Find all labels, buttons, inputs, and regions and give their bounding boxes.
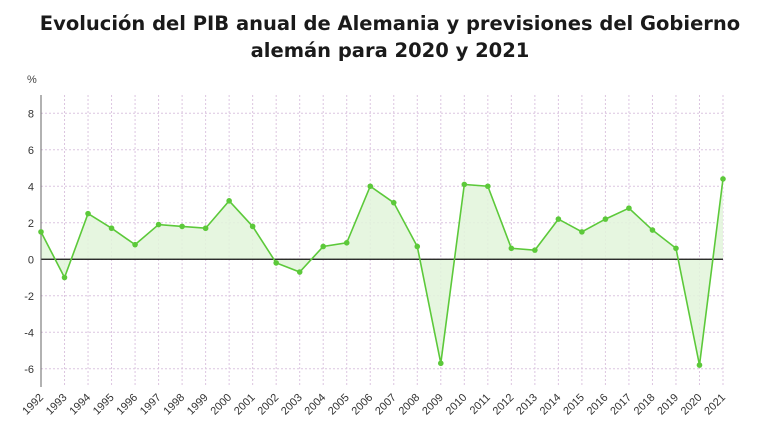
x-tick-label: 2006: [350, 392, 376, 418]
x-tick-label: 2007: [373, 392, 399, 418]
data-point-2013: [532, 247, 538, 253]
data-point-1993: [61, 274, 68, 281]
data-point-2007: [390, 199, 397, 206]
x-tick-label: 1993: [44, 392, 70, 418]
x-tick-label: 2005: [326, 392, 352, 418]
x-tick-label: 2000: [208, 392, 234, 418]
data-point-2012: [508, 245, 515, 252]
x-tick-label: 2021: [702, 392, 728, 418]
data-point-1997: [155, 221, 162, 228]
data-point-2001: [249, 223, 256, 230]
x-tick-label: 2018: [632, 392, 658, 418]
data-point-2010: [461, 181, 468, 188]
y-tick-labels: -6 -4 -2 0 2 4 6 8: [24, 108, 34, 376]
data-point-2015: [579, 229, 585, 235]
x-tick-label: 2020: [679, 392, 705, 418]
y-tick-label: -2: [24, 291, 34, 303]
x-tick-label: 1999: [185, 392, 211, 418]
data-point-2019: [673, 245, 679, 252]
x-tick-label: 2008: [397, 392, 423, 418]
data-point-2005: [343, 240, 350, 246]
y-tick-label: 6: [28, 145, 34, 157]
x-tick-label: 2011: [468, 392, 493, 417]
data-point-2003: [296, 269, 303, 275]
x-tick-label: 1992: [20, 392, 46, 418]
x-tick-label: 1995: [91, 392, 117, 418]
data-point-2008: [414, 243, 421, 250]
y-tick-label: -4: [24, 327, 34, 339]
x-tick-label: 2009: [420, 392, 446, 418]
y-axis-label: %: [27, 74, 37, 86]
x-tick-label: 2002: [255, 392, 281, 418]
data-point-1992: [38, 229, 44, 235]
data-point-2017: [626, 205, 632, 211]
y-tick-label: 4: [28, 181, 34, 193]
data-point-1996: [132, 241, 138, 248]
area-fill: [41, 178, 723, 366]
y-tick-label: -6: [24, 364, 34, 376]
x-tick-labels: 1992199319941995199619971998199920002001…: [20, 392, 728, 418]
data-point-1995: [108, 225, 115, 232]
data-point-2020: [696, 362, 703, 368]
x-tick-label: 1994: [67, 392, 93, 418]
data-point-2002: [273, 260, 279, 266]
x-tick-label: 2004: [303, 392, 329, 418]
series-line: [40, 178, 724, 366]
data-point-1999: [202, 225, 209, 232]
x-tick-label: 2019: [655, 392, 681, 418]
x-tick-label: 2013: [514, 392, 540, 418]
y-tick-label: 8: [28, 108, 34, 120]
data-point-1994: [85, 210, 91, 217]
x-tick-label: 2016: [585, 392, 611, 418]
x-tick-label: 1998: [161, 392, 187, 418]
y-tick-label: 0: [28, 254, 34, 266]
x-tick-label: 2017: [608, 392, 634, 418]
data-point-2016: [602, 216, 609, 222]
chart-title: Evolución del PIB anual de Alemania y pr…: [20, 10, 760, 64]
x-tick-label: 2003: [279, 392, 305, 418]
x-tick-label: 2015: [561, 392, 587, 418]
data-point-2000: [226, 198, 232, 204]
y-tick-label: 2: [28, 218, 34, 230]
x-tick-label: 2012: [491, 392, 517, 418]
data-point-2006: [367, 183, 374, 190]
chart-title-line-2: alemán para 2020 y 2021: [250, 39, 530, 62]
data-point-2009: [437, 360, 444, 367]
x-tick-label: 2010: [444, 392, 470, 418]
data-point-2011: [485, 183, 491, 190]
data-point-2018: [649, 227, 656, 233]
x-tick-label: 2001: [232, 392, 258, 418]
data-point-2004: [320, 243, 327, 250]
chart-title-line-1: Evolución del PIB anual de Alemania y pr…: [39, 12, 741, 35]
data-point-2014: [555, 216, 562, 222]
data-points: [38, 176, 726, 368]
x-tick-label: 2014: [538, 392, 564, 418]
data-point-1998: [179, 223, 185, 230]
data-point-2021: [720, 176, 726, 182]
x-tick-label: 1996: [114, 392, 140, 418]
x-tick-label: 1997: [138, 392, 164, 418]
